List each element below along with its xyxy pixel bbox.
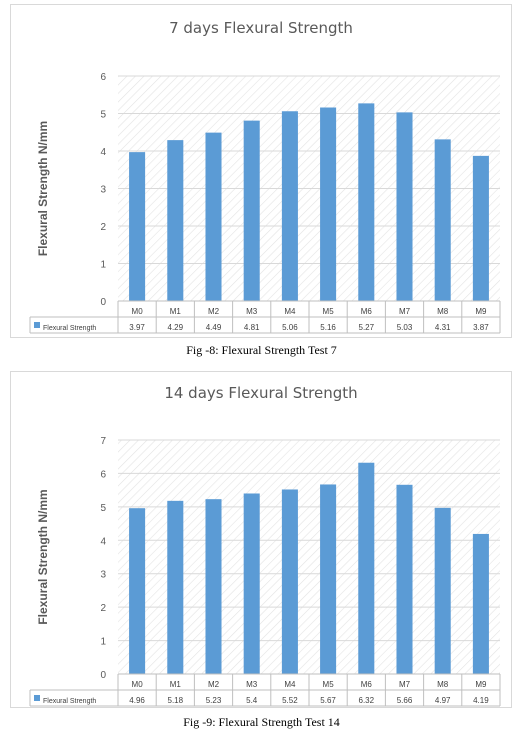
category-label: M1 <box>170 307 182 316</box>
legend-key <box>34 322 40 328</box>
category-label: M4 <box>284 307 296 316</box>
chart-title: 14 days Flexural Strength <box>164 384 358 402</box>
data-label: 5.52 <box>282 696 298 705</box>
y-tick-label: 5 <box>100 110 106 121</box>
y-tick-label: 5 <box>100 503 106 514</box>
bar-m0 <box>129 152 146 301</box>
y-axis-label: Flexural Strength N/mm <box>36 489 50 624</box>
data-label: 4.96 <box>129 696 145 705</box>
data-label: 5.03 <box>397 323 413 332</box>
data-label: 4.19 <box>473 696 489 705</box>
y-tick-label: 2 <box>100 222 106 233</box>
bar-m6 <box>358 462 375 674</box>
figure-caption-8: Fig -8: Flexural Strength Test 7 <box>186 343 337 357</box>
category-label: M6 <box>361 680 373 689</box>
bar-m5 <box>320 107 337 301</box>
bar-m1 <box>167 500 184 674</box>
data-label: 5.4 <box>246 696 258 705</box>
data-label: 5.23 <box>206 696 222 705</box>
y-tick-label: 4 <box>100 147 106 158</box>
category-label: M2 <box>208 307 220 316</box>
category-label: M9 <box>475 307 487 316</box>
chart-7-days-plot: 0 1 2 3 4 5 6 M0 M1 M2 M3 M4 M5 M6 M7 M8 M9 3.97 4.29 4.49 4… <box>29 72 501 334</box>
y-tick-label: 7 <box>100 436 106 447</box>
data-label: 5.66 <box>397 696 413 705</box>
category-label: M7 <box>399 680 411 689</box>
bar-m4 <box>281 489 298 674</box>
category-label: M8 <box>437 680 449 689</box>
data-label: 3.87 <box>473 323 489 332</box>
category-label: M9 <box>475 680 487 689</box>
category-label: M5 <box>323 307 335 316</box>
y-tick-label: 4 <box>100 536 106 547</box>
data-label: 5.16 <box>320 323 336 332</box>
y-tick-label: 3 <box>100 185 106 196</box>
bar-m8 <box>434 507 451 674</box>
bar-m7 <box>396 112 413 301</box>
y-tick-label: 1 <box>100 260 106 271</box>
data-label: 3.97 <box>129 323 145 332</box>
bar-m6 <box>358 103 375 301</box>
legend-label: Flexural Strength <box>43 698 96 705</box>
category-label: M7 <box>399 307 411 316</box>
legend-key <box>34 695 40 701</box>
y-tick-label: 6 <box>100 469 106 480</box>
bar-m1 <box>167 140 184 301</box>
bar-m5 <box>320 484 337 674</box>
data-label: 4.81 <box>244 323 260 332</box>
y-tick-label: 3 <box>100 570 106 581</box>
category-label: M2 <box>208 680 220 689</box>
chart-14-days: 14 days Flexural Strength 0 1 2 3 4 5 6 7 M0 M1 M2… <box>10 371 512 708</box>
chart-7-days: 7 days Flexural Strength 0 1 2 3 4 5 6 M0 M1 M2 M3… <box>10 4 512 338</box>
bar-m2 <box>205 132 222 301</box>
category-label: M1 <box>170 680 182 689</box>
data-label: 6.32 <box>359 696 375 705</box>
y-tick-label: 2 <box>100 603 106 614</box>
bar-m9 <box>472 155 489 301</box>
data-label: 5.06 <box>282 323 298 332</box>
y-tick-label: 1 <box>100 637 106 648</box>
category-label: M3 <box>246 680 258 689</box>
data-label: 5.18 <box>168 696 184 705</box>
category-label: M0 <box>132 307 144 316</box>
category-label: M5 <box>323 680 335 689</box>
y-tick-label: 0 <box>100 670 106 681</box>
bar-m3 <box>243 493 260 674</box>
category-label: M3 <box>246 307 258 316</box>
category-label: M6 <box>361 307 373 316</box>
data-label: 4.49 <box>206 323 222 332</box>
bar-m4 <box>281 111 298 301</box>
data-label: 4.97 <box>435 696 451 705</box>
category-label: M8 <box>437 307 449 316</box>
data-label: 4.29 <box>168 323 184 332</box>
category-label: M0 <box>132 680 144 689</box>
data-label: 5.27 <box>359 323 375 332</box>
data-label: 4.31 <box>435 323 451 332</box>
figure-caption-9: Fig -9: Flexural Strength Test 14 <box>183 715 340 729</box>
bar-m9 <box>472 533 489 674</box>
chart-14-days-plot: 0 1 2 3 4 5 6 7 M0 M1 M2 M3 M4 M5 M6 M7 M8 M9 4.96 5.18 5.23… <box>29 436 501 707</box>
category-label: M4 <box>284 680 296 689</box>
bar-m2 <box>205 499 222 674</box>
y-tick-label: 0 <box>100 297 106 308</box>
chart-title: 7 days Flexural Strength <box>169 19 353 37</box>
bar-m0 <box>129 508 146 674</box>
y-tick-label: 6 <box>100 72 106 83</box>
data-label: 5.67 <box>320 696 336 705</box>
legend-label: Flexural Strength <box>43 325 96 332</box>
bar-m3 <box>243 120 260 301</box>
y-axis-label: Flexural Strength N/mm <box>36 121 50 256</box>
bar-m8 <box>434 139 451 301</box>
bar-m7 <box>396 484 413 674</box>
